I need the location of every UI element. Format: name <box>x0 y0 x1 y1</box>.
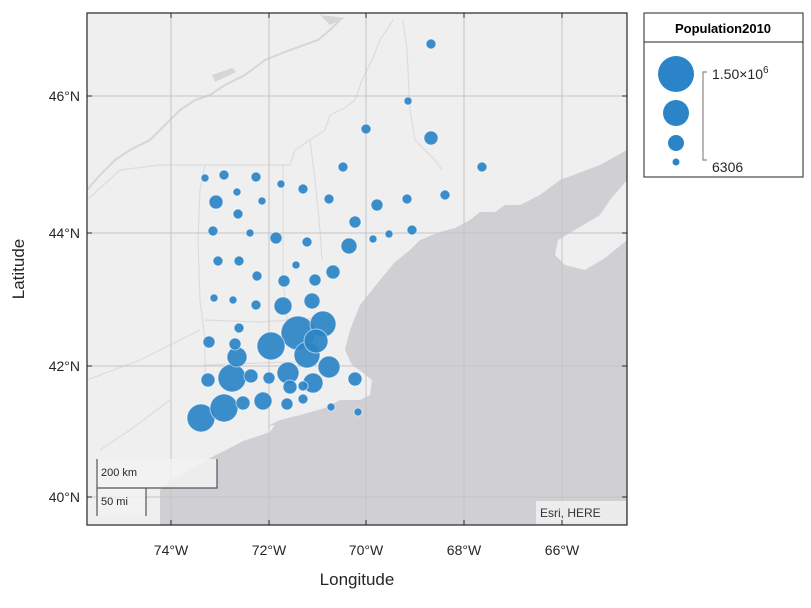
y-tick-label: 40°N <box>49 489 80 505</box>
population-bubble <box>308 273 322 287</box>
lake <box>212 68 236 82</box>
population-bubble <box>326 402 336 412</box>
population-bubble <box>273 296 293 316</box>
population-bubble <box>262 371 276 385</box>
population-bubble <box>360 123 372 135</box>
x-axis-label: Longitude <box>320 570 395 589</box>
ocean <box>160 150 627 525</box>
population-bubble <box>276 179 286 189</box>
population-bubble <box>228 337 242 351</box>
population-bubble <box>218 169 230 181</box>
population-bubble <box>340 237 358 255</box>
population-bubbles <box>186 38 488 433</box>
population-bubble <box>297 183 309 195</box>
population-bubble <box>235 395 251 411</box>
x-tick-label: 68°W <box>447 542 482 558</box>
population-bubble <box>401 193 413 205</box>
x-tick-labels: 74°W 72°W 70°W 68°W 66°W <box>154 542 580 558</box>
population-bubble <box>209 393 239 423</box>
basemap <box>87 13 627 525</box>
tick-marks <box>87 13 627 525</box>
st-lawrence-estuary <box>320 15 345 25</box>
population-bubble <box>253 391 273 411</box>
legend-title: Population2010 <box>675 21 771 36</box>
population-bubble <box>233 255 245 267</box>
plot-frame <box>86 12 628 526</box>
population-bubble <box>232 208 244 220</box>
population-bubble <box>208 194 224 210</box>
population-bubble <box>251 270 263 282</box>
grid-lines <box>87 13 627 525</box>
population-bubble <box>303 292 321 310</box>
legend-bubble-min <box>672 158 680 166</box>
x-tick-label: 72°W <box>252 542 287 558</box>
st-lawrence-river <box>87 19 341 191</box>
nova-scotia <box>555 180 627 270</box>
population-bubble <box>228 295 238 305</box>
population-bubble <box>257 196 267 206</box>
population-bubble <box>291 260 301 270</box>
scale-mi-label: 50 mi <box>101 496 128 508</box>
population-bubble <box>233 322 245 334</box>
population-bubble <box>297 393 309 405</box>
population-bubble <box>370 198 384 212</box>
size-legend: Population2010 1.50×106 6306 <box>643 12 804 178</box>
population-bubble <box>207 225 219 237</box>
population-bubble <box>256 331 286 361</box>
legend-bubble-medium <box>663 100 689 126</box>
scale-km-label: 200 km <box>101 467 137 479</box>
population-bubble <box>200 173 210 183</box>
population-bubble <box>323 193 335 205</box>
x-tick-label: 74°W <box>154 542 189 558</box>
population-bubble <box>212 255 224 267</box>
scale-bar: 200 km 50 mi <box>96 459 218 516</box>
population-bubble <box>250 299 262 311</box>
population-bubble <box>301 236 313 248</box>
population-bubble <box>439 189 451 201</box>
population-bubble <box>209 293 219 303</box>
population-bubble <box>353 407 363 417</box>
population-bubble <box>245 228 255 238</box>
y-tick-labels: 46°N 44°N 42°N 40°N <box>49 88 80 505</box>
attribution: Esri, HERE <box>536 501 626 524</box>
population-bubble <box>337 161 349 173</box>
population-bubble <box>423 130 439 146</box>
y-tick-label: 42°N <box>49 358 80 374</box>
legend-max-label: 1.50×106 <box>712 65 769 82</box>
y-tick-label: 44°N <box>49 225 80 241</box>
population-bubble <box>384 229 394 239</box>
population-bubble <box>280 397 294 411</box>
legend-bubble-large <box>658 56 694 92</box>
population-bubble <box>368 234 378 244</box>
y-tick-label: 46°N <box>49 88 80 104</box>
population-bubble <box>217 363 247 393</box>
y-axis-label: Latitude <box>9 239 28 300</box>
population-bubble <box>303 328 329 354</box>
x-tick-label: 70°W <box>349 542 384 558</box>
population-bubble <box>476 161 488 173</box>
legend-bubble-small <box>668 135 684 151</box>
legend-min-label: 6306 <box>712 159 743 175</box>
population-bubble <box>347 371 363 387</box>
population-bubble <box>406 224 418 236</box>
population-bubble <box>325 264 341 280</box>
population-bubble <box>425 38 437 50</box>
population-bubble <box>348 215 362 229</box>
population-bubble <box>277 274 291 288</box>
population-bubble <box>202 335 216 349</box>
population-bubble <box>232 187 242 197</box>
population-bubble <box>403 96 413 106</box>
population-bubble <box>200 372 216 388</box>
legend-bracket <box>702 71 707 161</box>
population-bubble <box>243 368 259 384</box>
attribution-text: Esri, HERE <box>540 506 601 520</box>
population-bubble <box>297 380 309 392</box>
long-island <box>180 425 275 460</box>
x-tick-label: 66°W <box>545 542 580 558</box>
population-bubble <box>282 379 298 395</box>
population-bubble <box>317 355 341 379</box>
population-bubble <box>250 171 262 183</box>
population-bubble <box>269 231 283 245</box>
